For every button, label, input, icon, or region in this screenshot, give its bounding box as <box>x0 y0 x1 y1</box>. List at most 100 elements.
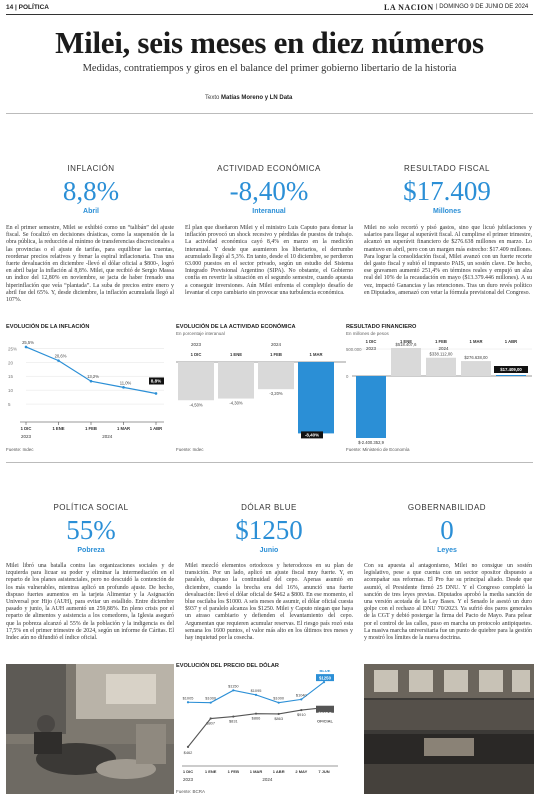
data-label: $1095 <box>251 688 262 693</box>
activity-chart: 2023 2024 1 DIC -4,50% 1 ENE -4,30% 1 FEB -3,20… <box>176 342 346 439</box>
data-label: $910 <box>297 712 306 717</box>
data-label: 25,5% <box>22 340 34 345</box>
dollar-chart: $1005 $1000 $1150 $1095 $1000 $1040 $1250 BLUE $… <box>182 670 338 782</box>
last-value-badge <box>316 674 334 682</box>
metric-social: 55% <box>66 515 116 545</box>
chart-subtitle-activity: En porcentaje interanual <box>176 331 225 336</box>
data-point <box>154 392 158 395</box>
last-value-badge <box>149 377 164 385</box>
metric-unit-dollar: Junio <box>259 547 279 554</box>
data-label: 13,2% <box>87 374 99 379</box>
last-value-badge <box>316 705 334 713</box>
data-point <box>209 701 212 704</box>
x-tick-label: 1 FEB <box>85 426 97 431</box>
x-tick-label: 1 ABR <box>273 769 285 774</box>
x-tick-label: 1 DIC <box>191 352 202 357</box>
metric-unit-social: Pobreza <box>77 547 105 554</box>
data-point <box>254 693 258 696</box>
x-tick-label: 1 FEB <box>270 352 282 357</box>
data-point <box>89 379 93 383</box>
data-point <box>186 745 190 749</box>
period-label: 2024 <box>438 346 449 351</box>
data-label: $338.112,00 <box>430 352 454 357</box>
data-label: $518.407,6 <box>396 342 418 347</box>
data-label: $276.638,00 <box>464 355 488 360</box>
chart-title-dollar: EVOLUCIÓN DEL PRECIO DEL DÓLAR <box>176 663 279 669</box>
x-tick-label: 1 MAR <box>117 426 130 431</box>
inflation-line <box>25 346 157 395</box>
data-label: $1040 <box>296 692 308 697</box>
x-tick-label: 1 DIC <box>21 426 32 431</box>
y-tick-label: 5 <box>8 402 11 407</box>
byline-authors: Matías Moreno y LN Data <box>221 95 293 101</box>
period-label: 2023 <box>183 777 194 782</box>
bar <box>218 362 254 399</box>
data-point <box>209 717 212 720</box>
period-label: 2023 <box>366 346 377 351</box>
source-fiscal: Fuente: Ministerio de Economía <box>346 447 410 452</box>
data-label: -3,20% <box>269 391 283 396</box>
divider <box>6 113 533 114</box>
bar <box>178 362 214 401</box>
data-point <box>232 715 235 718</box>
byline-prefix: Texto <box>205 95 220 101</box>
x-tick-label: 2 MAY <box>295 769 307 774</box>
data-point <box>300 708 303 712</box>
data-label: $866 <box>252 716 261 721</box>
data-label: -8,40% <box>305 432 319 437</box>
edition-date: | DOMINGO 9 DE JUNIO DE 2024 <box>436 4 529 10</box>
data-label: $1005 <box>183 695 194 700</box>
photo-soup-kitchen <box>6 664 174 794</box>
period-label: 2024 <box>271 342 282 347</box>
bar <box>391 348 421 376</box>
page-section: 14 | POLÍTICA <box>6 4 49 11</box>
data-point <box>277 701 280 704</box>
data-label: $1150 <box>228 683 239 688</box>
bar <box>356 376 386 438</box>
data-label: -4,50% <box>189 402 203 407</box>
section-text-inflation: En el primer semestre, Milei se exhibió … <box>6 225 174 304</box>
page-header: 14 | POLÍTICA LA NACION | DOMINGO 9 DE J… <box>6 3 533 15</box>
byline: Texto Matías Moreno y LN Data <box>205 95 292 101</box>
section-label-activity: ACTIVIDAD ECONÓMICA <box>217 164 321 173</box>
photo-congress <box>364 664 534 794</box>
data-point <box>186 701 190 704</box>
data-point <box>277 712 280 716</box>
x-tick-label: 1 MAR <box>309 352 322 357</box>
data-label: $1000 <box>205 696 217 701</box>
metric-unit-inflation: Abril <box>83 208 99 215</box>
metric-unit-governance: Leyes <box>437 547 457 554</box>
bar <box>461 361 491 376</box>
y-tick-label: 10 <box>8 388 14 393</box>
section-label-governance: GOBERNABILIDAD <box>407 503 487 512</box>
series-name: OFICIAL <box>317 719 334 724</box>
x-tick-label: 1 ABR <box>505 339 517 344</box>
data-label: $807 <box>206 721 215 726</box>
data-label: 11,0% <box>120 380 132 385</box>
metric-fiscal: $17.409 <box>403 176 491 206</box>
chart-title-inflation: EVOLUCIÓN DE LA INFLACIÓN <box>6 324 90 330</box>
data-label: $831 <box>229 719 238 724</box>
x-tick-label: 7 JUN <box>318 769 329 774</box>
data-label: $863 <box>274 716 283 721</box>
data-label: $17.409,00 <box>500 367 522 372</box>
chart-title-activity: EVOLUCIÓN DE LA ACTIVIDAD ECONÓMICA <box>176 324 296 330</box>
metric-governance: 0 <box>440 515 454 545</box>
metric-dollar: $1250 <box>235 515 303 545</box>
y-tick-label: 500.000 <box>346 347 362 352</box>
photo-illustration <box>6 664 174 794</box>
source-inflation: Fuente: Indec <box>6 447 34 452</box>
data-point <box>24 345 28 349</box>
bar <box>496 375 526 376</box>
x-tick-label: 1 ABR <box>150 426 162 431</box>
fiscal-chart: 500.000 0 1 DIC $-2.400.352,9 1 ENE$518.407,… <box>346 339 532 445</box>
newspaper-logo: LA NACION <box>384 3 434 12</box>
data-point <box>254 712 258 715</box>
section-label-social: POLÍTICA SOCIAL <box>53 503 129 512</box>
bar <box>258 362 294 390</box>
section-text-social: Milei libró una batalla contra las organ… <box>6 563 174 642</box>
data-point <box>322 681 326 684</box>
data-point <box>300 698 303 701</box>
data-point <box>57 359 60 362</box>
x-tick-label: 1 MAR <box>469 339 482 344</box>
